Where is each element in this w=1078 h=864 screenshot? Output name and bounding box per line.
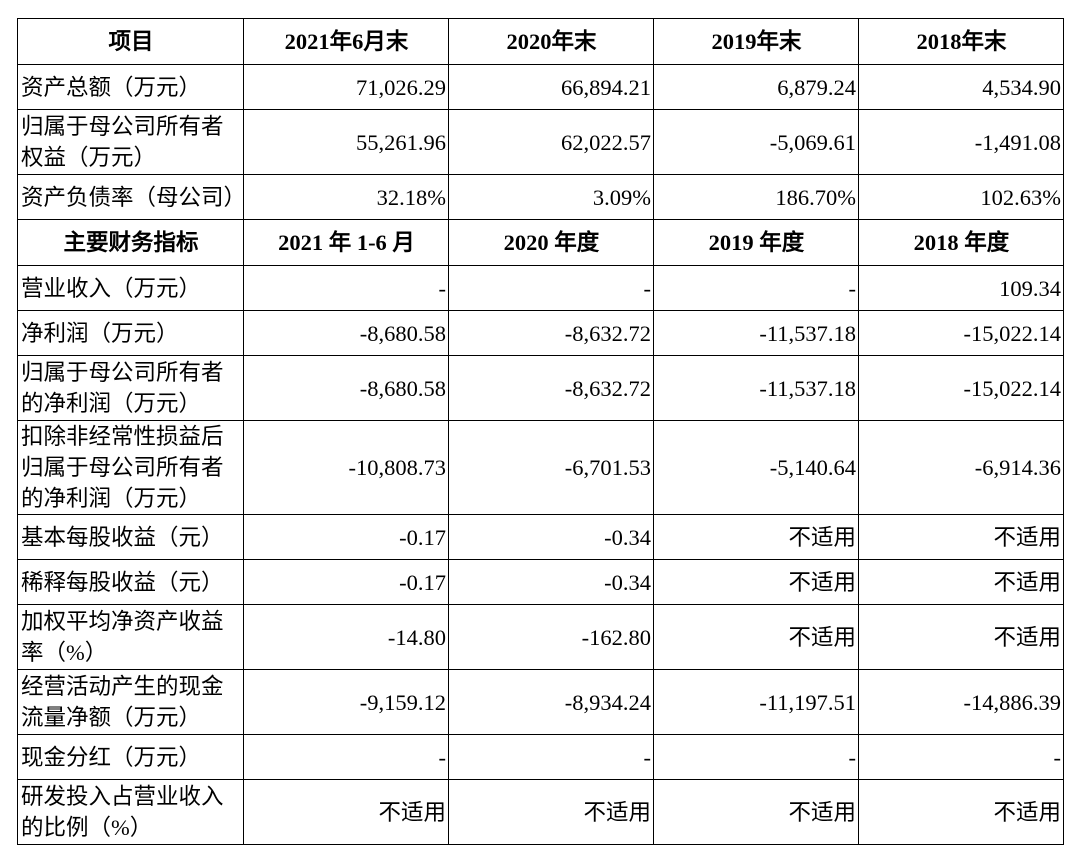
cell-value: 62,022.57 <box>448 109 654 175</box>
cell-value: 不适用 <box>653 559 859 605</box>
cell-value: 66,894.21 <box>448 64 654 110</box>
row-label: 资产负债率（母公司） <box>17 174 244 220</box>
cell-value: -8,680.58 <box>243 355 449 421</box>
cell-value: -5,069.61 <box>653 109 859 175</box>
header-item: 项目 <box>17 18 244 65</box>
cell-value: - <box>448 265 654 311</box>
row-label: 营业收入（万元） <box>17 265 244 311</box>
cell-value: 不适用 <box>653 514 859 560</box>
cell-value: -5,140.64 <box>653 420 859 515</box>
table-row: 营业收入（万元） - - - 109.34 <box>17 265 1064 311</box>
table-row: 资产负债率（母公司） 32.18% 3.09% 186.70% 102.63% <box>17 174 1064 220</box>
table-row: 资产总额（万元） 71,026.29 66,894.21 6,879.24 4,… <box>17 64 1064 110</box>
header-2020-end: 2020年末 <box>448 18 654 65</box>
cell-value: -8,632.72 <box>448 355 654 421</box>
table-row: 稀释每股收益（元） -0.17 -0.34 不适用 不适用 <box>17 559 1064 605</box>
cell-value: 4,534.90 <box>858 64 1064 110</box>
table-row: 研发投入占营业收入的比例（%） 不适用 不适用 不适用 不适用 <box>17 779 1064 845</box>
cell-value: - <box>243 734 449 780</box>
row-label: 基本每股收益（元） <box>17 514 244 560</box>
cell-value: -11,537.18 <box>653 355 859 421</box>
cell-value: -8,934.24 <box>448 669 654 735</box>
row-label: 归属于母公司所有者权益（万元） <box>17 109 244 175</box>
cell-value: 71,026.29 <box>243 64 449 110</box>
cell-value: - <box>858 734 1064 780</box>
cell-value: -0.17 <box>243 514 449 560</box>
cell-value: -10,808.73 <box>243 420 449 515</box>
cell-value: - <box>448 734 654 780</box>
row-label: 净利润（万元） <box>17 310 244 356</box>
cell-value: -0.34 <box>448 559 654 605</box>
header-2020-year: 2020 年度 <box>448 219 654 266</box>
row-label: 加权平均净资产收益率（%） <box>17 604 244 670</box>
table-row: 基本每股收益（元） -0.17 -0.34 不适用 不适用 <box>17 514 1064 560</box>
row-label: 扣除非经常性损益后归属于母公司所有者的净利润（万元） <box>17 420 244 515</box>
cell-value: - <box>653 734 859 780</box>
cell-value: 不适用 <box>858 604 1064 670</box>
cell-value: -14.80 <box>243 604 449 670</box>
cell-value: -15,022.14 <box>858 355 1064 421</box>
cell-value: -6,701.53 <box>448 420 654 515</box>
indicator-header-row: 主要财务指标 2021 年 1-6 月 2020 年度 2019 年度 2018… <box>17 219 1064 266</box>
header-2018-end: 2018年末 <box>858 18 1064 65</box>
cell-value: 6,879.24 <box>653 64 859 110</box>
header-2019-end: 2019年末 <box>653 18 859 65</box>
header-key-indicators: 主要财务指标 <box>17 219 244 266</box>
header-2021-june-end: 2021年6月末 <box>243 18 449 65</box>
cell-value: 不适用 <box>243 779 449 845</box>
header-2019-year: 2019 年度 <box>653 219 859 266</box>
header-2018-year: 2018 年度 <box>858 219 1064 266</box>
header-2021-h1: 2021 年 1-6 月 <box>243 219 449 266</box>
table-row: 净利润（万元） -8,680.58 -8,632.72 -11,537.18 -… <box>17 310 1064 356</box>
cell-value: 不适用 <box>653 604 859 670</box>
row-label: 归属于母公司所有者的净利润（万元） <box>17 355 244 421</box>
cell-value: 不适用 <box>858 779 1064 845</box>
cell-value: -14,886.39 <box>858 669 1064 735</box>
cell-value: 102.63% <box>858 174 1064 220</box>
cell-value: 不适用 <box>653 779 859 845</box>
cell-value: -6,914.36 <box>858 420 1064 515</box>
cell-value: 3.09% <box>448 174 654 220</box>
cell-value: -8,632.72 <box>448 310 654 356</box>
table-row: 现金分红（万元） - - - - <box>17 734 1064 780</box>
table-row: 加权平均净资产收益率（%） -14.80 -162.80 不适用 不适用 <box>17 604 1064 670</box>
cell-value: 186.70% <box>653 174 859 220</box>
balance-header-row: 项目 2021年6月末 2020年末 2019年末 2018年末 <box>17 18 1064 65</box>
cell-value: -162.80 <box>448 604 654 670</box>
cell-value: -11,537.18 <box>653 310 859 356</box>
row-label: 经营活动产生的现金流量净额（万元） <box>17 669 244 735</box>
table-row: 归属于母公司所有者权益（万元） 55,261.96 62,022.57 -5,0… <box>17 109 1064 175</box>
row-label: 稀释每股收益（元） <box>17 559 244 605</box>
cell-value: -0.17 <box>243 559 449 605</box>
cell-value: 不适用 <box>858 559 1064 605</box>
row-label: 现金分红（万元） <box>17 734 244 780</box>
table-row: 归属于母公司所有者的净利润（万元） -8,680.58 -8,632.72 -1… <box>17 355 1064 421</box>
cell-value: 109.34 <box>858 265 1064 311</box>
cell-value: 55,261.96 <box>243 109 449 175</box>
cell-value: -11,197.51 <box>653 669 859 735</box>
cell-value: -0.34 <box>448 514 654 560</box>
financial-data-table: 项目 2021年6月末 2020年末 2019年末 2018年末 资产总额（万元… <box>17 18 1064 845</box>
cell-value: -1,491.08 <box>858 109 1064 175</box>
cell-value: 不适用 <box>858 514 1064 560</box>
table-row: 扣除非经常性损益后归属于母公司所有者的净利润（万元） -10,808.73 -6… <box>17 420 1064 515</box>
cell-value: 32.18% <box>243 174 449 220</box>
cell-value: - <box>653 265 859 311</box>
cell-value: - <box>243 265 449 311</box>
table-row: 经营活动产生的现金流量净额（万元） -9,159.12 -8,934.24 -1… <box>17 669 1064 735</box>
cell-value: -8,680.58 <box>243 310 449 356</box>
cell-value: -9,159.12 <box>243 669 449 735</box>
row-label: 资产总额（万元） <box>17 64 244 110</box>
row-label: 研发投入占营业收入的比例（%） <box>17 779 244 845</box>
cell-value: -15,022.14 <box>858 310 1064 356</box>
cell-value: 不适用 <box>448 779 654 845</box>
